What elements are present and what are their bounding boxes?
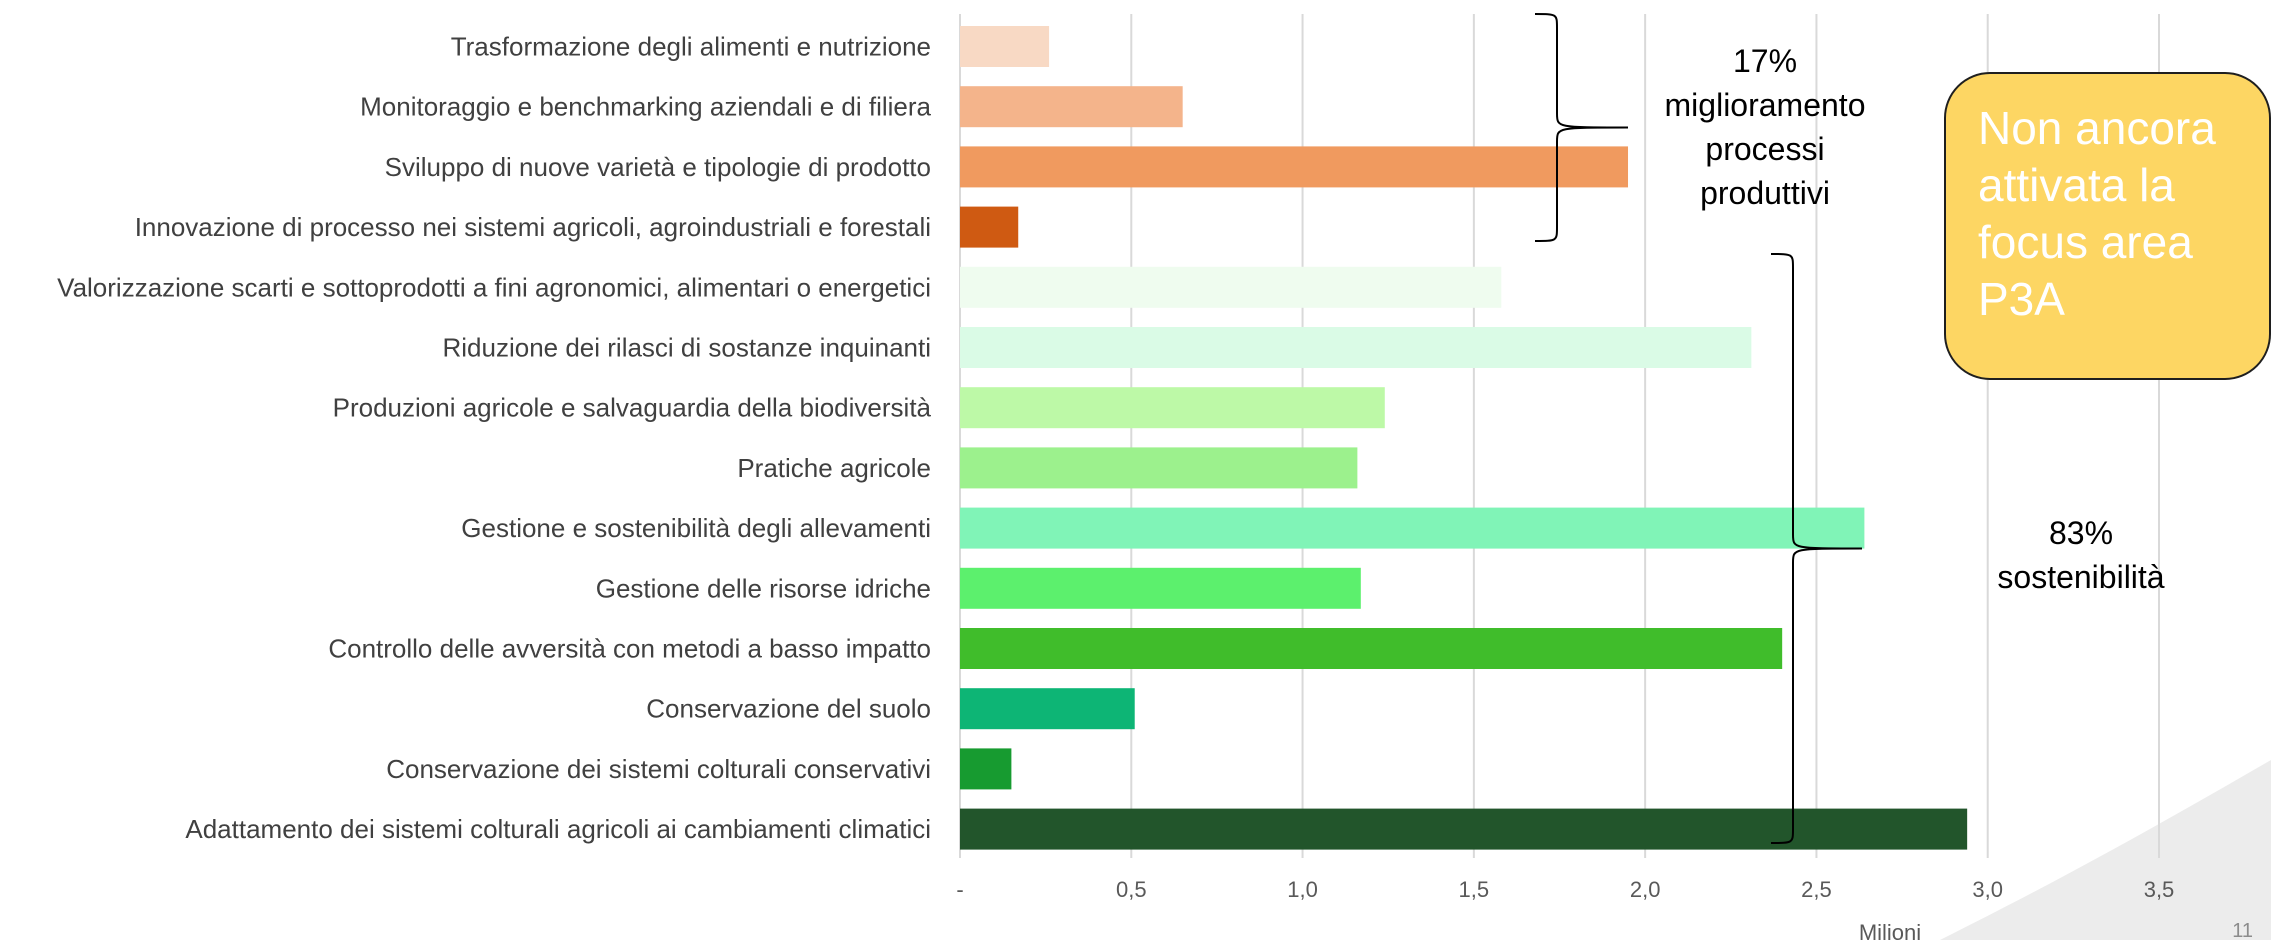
category-label: Sviluppo di nuove varietà e tipologie di… xyxy=(385,152,931,182)
category-label: Innovazione di processo nei sistemi agri… xyxy=(135,212,931,242)
category-label: Produzioni agricole e salvaguardia della… xyxy=(333,393,932,423)
x-axis-unit-label: Milioni xyxy=(1859,920,1921,940)
focus-area-callout: Non ancora attivata la focus area P3A xyxy=(1944,72,2271,380)
x-tick-label: - xyxy=(956,877,963,902)
x-tick-label: 1,0 xyxy=(1287,877,1318,902)
category-label: Conservazione del suolo xyxy=(646,694,931,724)
group-annotation-line: 17% xyxy=(1733,43,1797,79)
bar xyxy=(960,327,1752,368)
group-braces: 17% miglioramento processi produttivi 83% sos… xyxy=(1534,13,2165,844)
curly-brace xyxy=(1770,253,1863,844)
bar xyxy=(960,387,1385,429)
bar xyxy=(960,206,1019,248)
x-tick-label: 2,0 xyxy=(1630,877,1661,902)
x-axis-ticks: - 0,5 1,0 1,5 2,0 2,5 3,0 3,5 xyxy=(956,877,2174,902)
group-annotation-line: miglioramento xyxy=(1665,87,1866,123)
category-label: Riduzione dei rilasci di sostanze inquin… xyxy=(442,333,931,363)
callout-line: Non ancora xyxy=(1978,102,2216,154)
group-annotation-line: produttivi xyxy=(1700,175,1830,211)
bar xyxy=(960,146,1629,188)
x-tick-label: 0,5 xyxy=(1116,877,1147,902)
callout-line: focus area xyxy=(1978,216,2193,268)
category-label: Pratiche agricole xyxy=(737,453,931,483)
bar xyxy=(960,86,1183,128)
bar xyxy=(960,748,1012,790)
x-tick-label: 2,5 xyxy=(1801,877,1832,902)
category-label: Conservazione dei sistemi colturali cons… xyxy=(386,754,931,784)
bar xyxy=(960,26,1050,67)
category-label: Monitoraggio e benchmarking aziendali e … xyxy=(360,92,931,122)
bar xyxy=(960,567,1361,609)
bar xyxy=(960,688,1135,730)
decorative-corner-swoosh xyxy=(1940,760,2271,940)
bars xyxy=(960,26,1968,850)
category-labels: Trasformazione degli alimenti e nutrizio… xyxy=(57,32,931,845)
x-tick-label: 3,5 xyxy=(2144,877,2175,902)
slide-number: 11 xyxy=(2232,920,2253,940)
bar xyxy=(960,266,1502,308)
group-annotation-line: sostenibilità xyxy=(1997,559,2164,595)
category-label: Gestione delle risorse idriche xyxy=(596,573,931,603)
curly-brace xyxy=(1534,13,1629,242)
category-label: Controllo delle avversità con metodi a b… xyxy=(328,634,931,664)
bar xyxy=(960,628,1783,669)
callout-line: P3A xyxy=(1978,273,2065,325)
callout-line: attivata la xyxy=(1978,159,2175,211)
x-tick-label: 1,5 xyxy=(1459,877,1490,902)
bar xyxy=(960,808,1968,850)
category-label: Trasformazione degli alimenti e nutrizio… xyxy=(451,32,931,62)
bar xyxy=(960,507,1865,549)
category-label: Adattamento dei sistemi colturali agrico… xyxy=(185,814,931,844)
group-annotation-line: 83% xyxy=(2049,515,2113,551)
category-label: Gestione e sostenibilità degli allevamen… xyxy=(461,513,931,543)
x-tick-label: 3,0 xyxy=(1972,877,2003,902)
group-annotation-line: processi xyxy=(1705,131,1824,167)
category-label: Valorizzazione scarti e sottoprodotti a … xyxy=(57,272,931,302)
bar xyxy=(960,447,1358,489)
